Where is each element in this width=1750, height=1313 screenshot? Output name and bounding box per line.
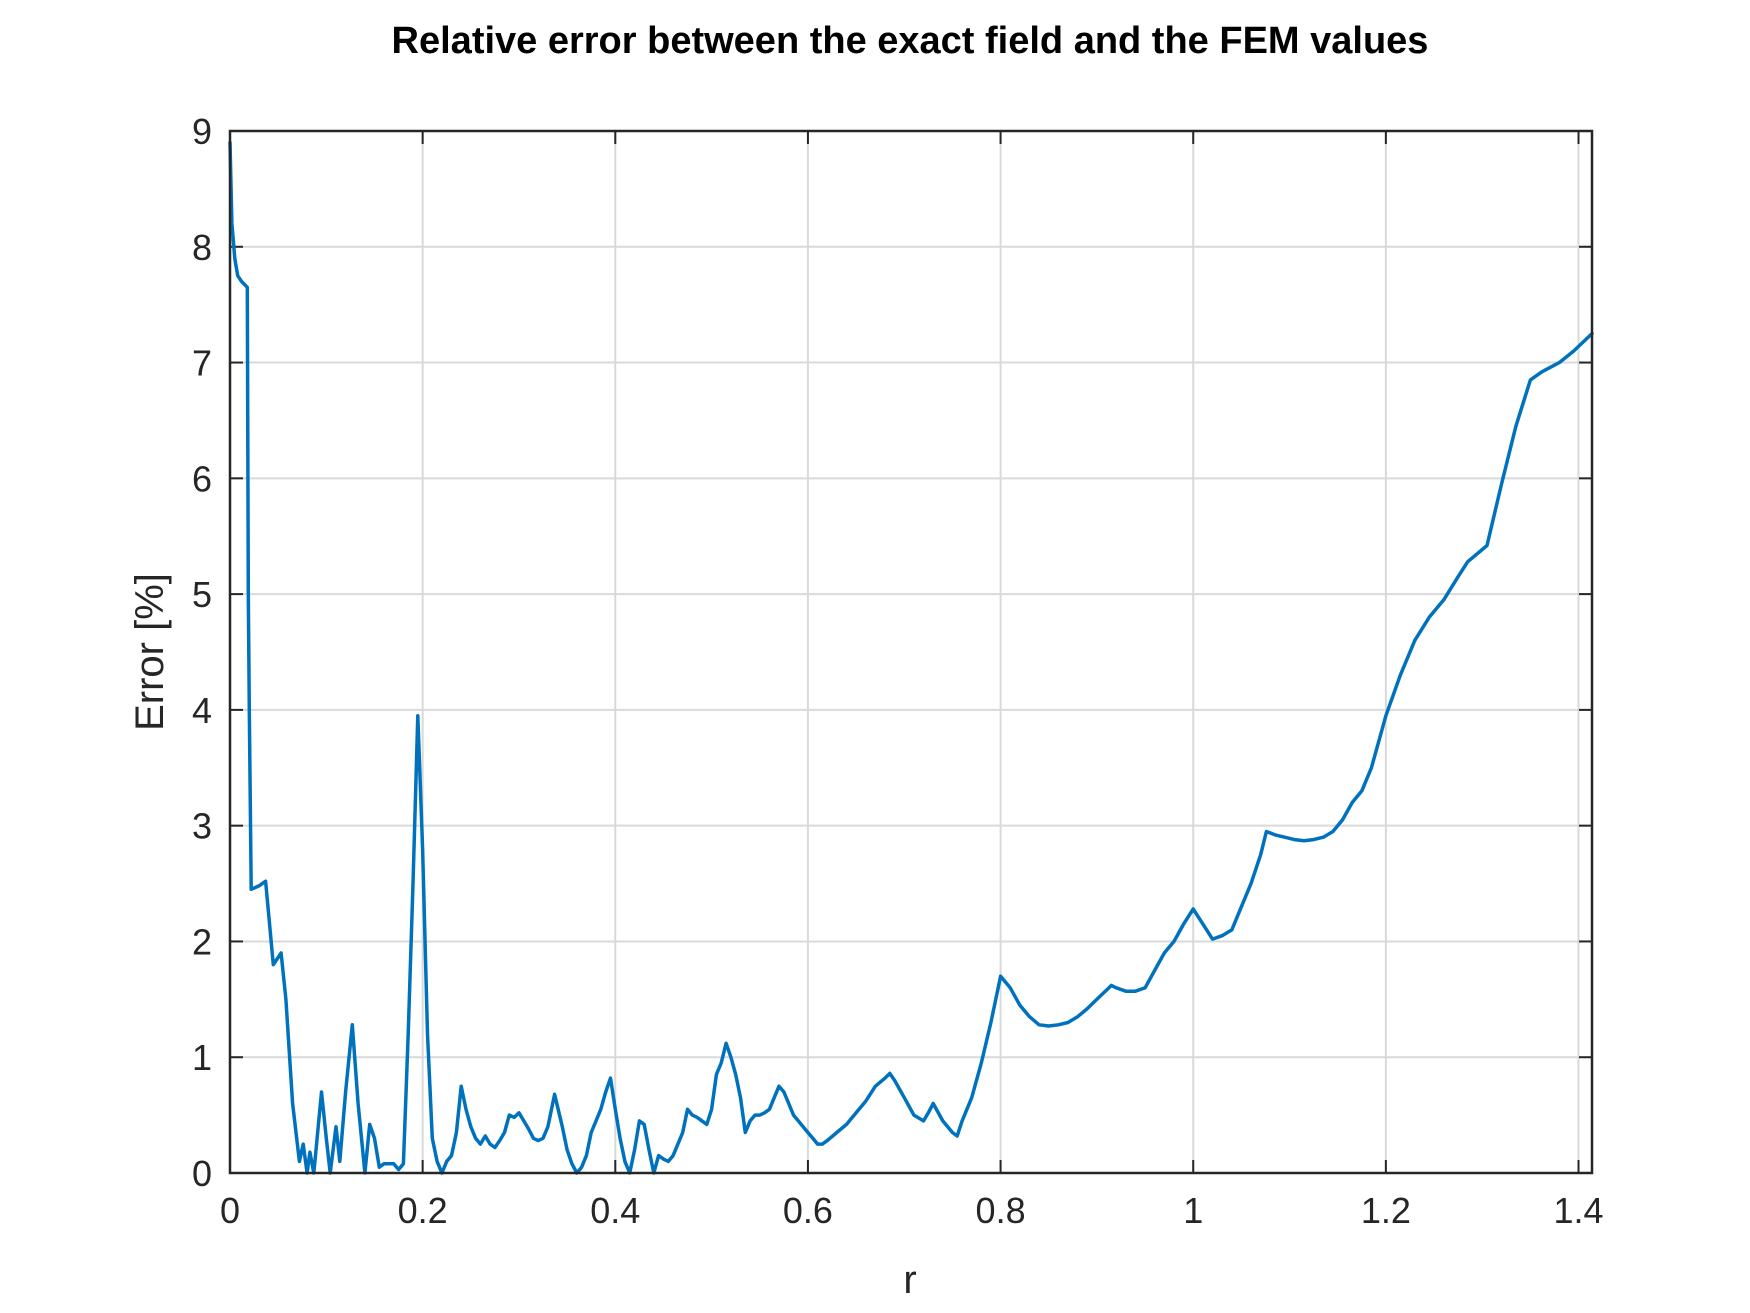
y-tick-label: 1: [192, 1037, 212, 1078]
x-tick-label: 0.6: [783, 1190, 833, 1231]
y-tick-label: 5: [192, 574, 212, 615]
y-tick-label: 6: [192, 458, 212, 499]
x-tick-label: 1.4: [1553, 1190, 1603, 1231]
x-tick-label: 1: [1183, 1190, 1203, 1231]
chart-title: Relative error between the exact field a…: [392, 20, 1429, 62]
x-tick-label: 0.2: [398, 1190, 448, 1231]
error-line: [228, 140, 1594, 1175]
x-tick-labels: 0 0.2 0.4 0.6 0.8 1 1.2 1.4: [220, 1190, 1604, 1231]
y-tick-label: 9: [192, 111, 212, 152]
axes-frame: [228, 129, 1594, 1175]
grid: [230, 131, 1592, 1173]
y-tick-label: 0: [192, 1153, 212, 1194]
y-tick-label: 3: [192, 806, 212, 847]
x-tick-label: 0: [220, 1190, 240, 1231]
x-tick-label: 1.2: [1361, 1190, 1411, 1231]
y-axis-label: Error [%]: [128, 573, 172, 731]
x-axis-label: r: [903, 1258, 916, 1302]
y-tick-label: 4: [192, 690, 212, 731]
y-tick-label: 8: [192, 227, 212, 268]
y-tick-label: 2: [192, 921, 212, 962]
y-tick-label: 7: [192, 343, 212, 384]
y-tick-labels: 0 1 2 3 4 5 6 7 8 9: [192, 111, 212, 1194]
x-tick-label: 0.8: [976, 1190, 1026, 1231]
series: [228, 140, 1594, 1175]
x-tick-label: 0.4: [590, 1190, 640, 1231]
